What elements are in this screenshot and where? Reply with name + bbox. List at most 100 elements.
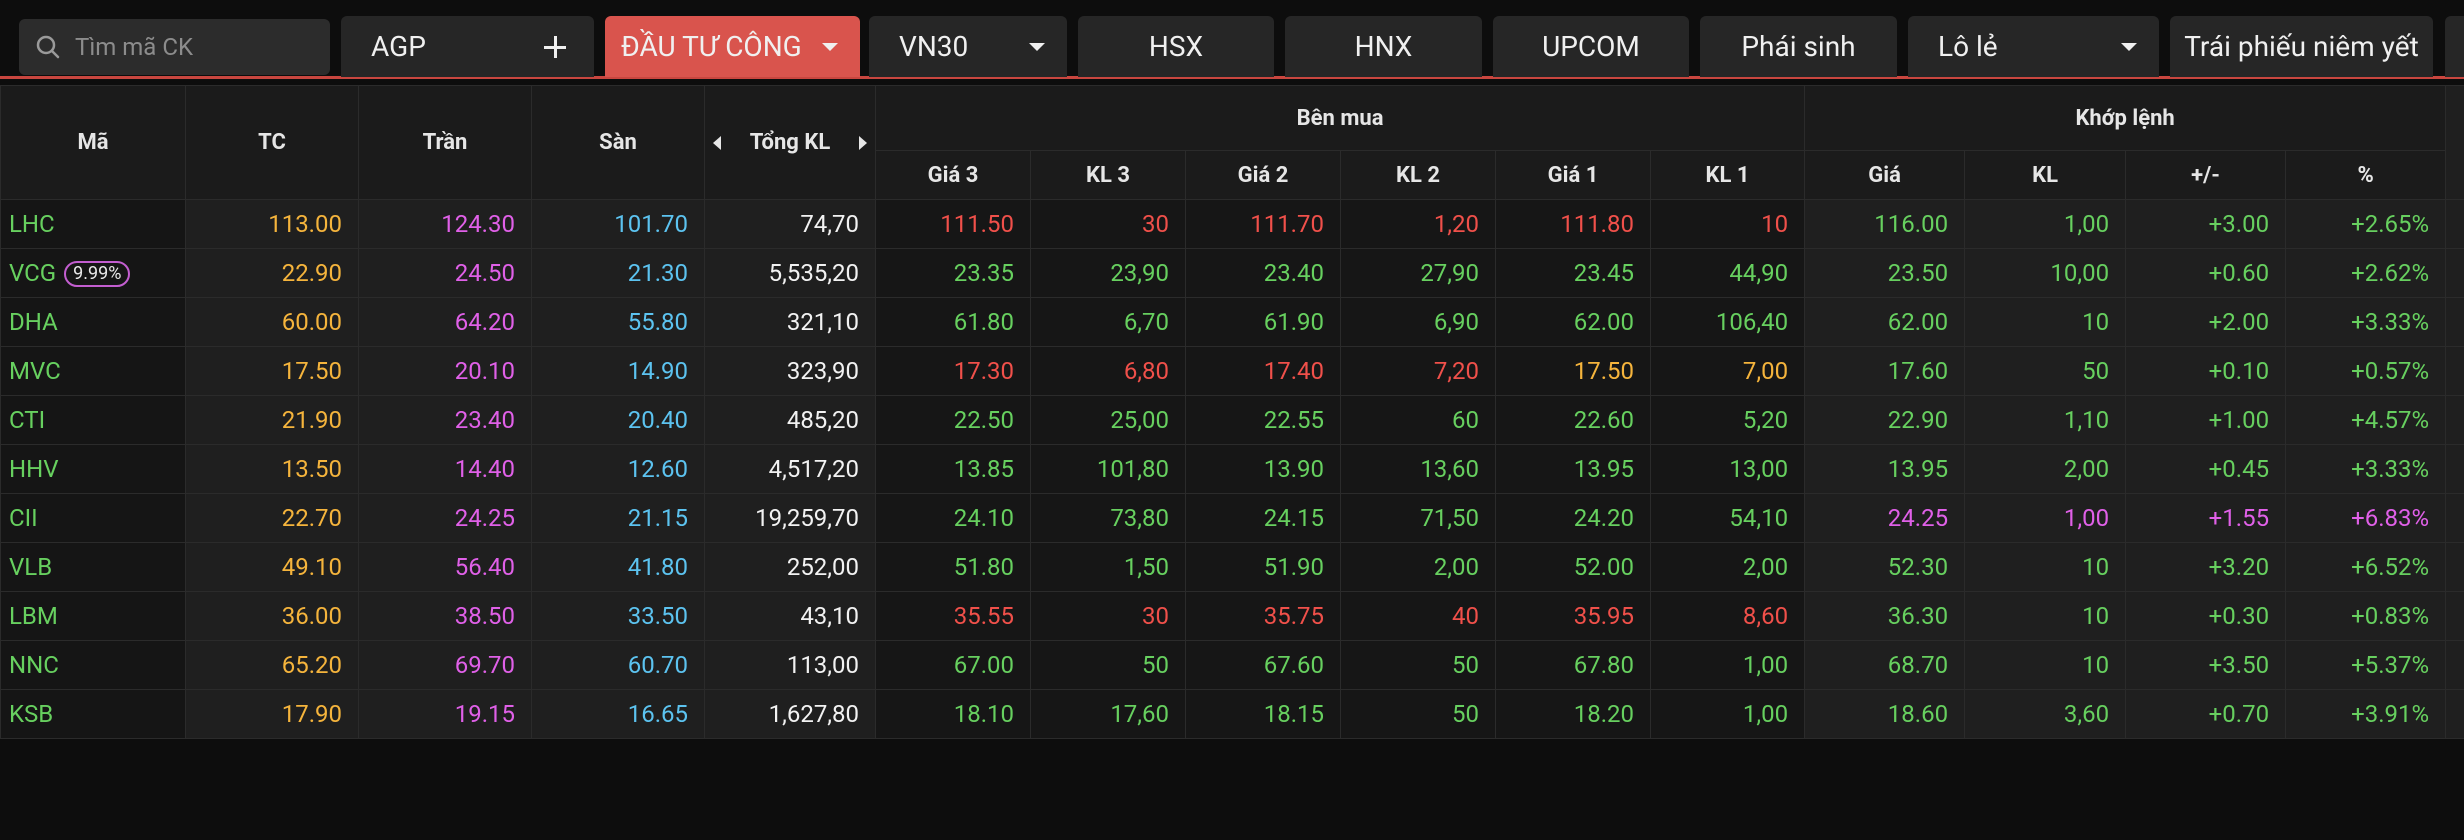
match-change: +1.00 (2125, 395, 2287, 445)
ceiling-price: 56.40 (358, 542, 532, 592)
dropdown-caret[interactable] (1029, 43, 1045, 51)
ref-price: 60.00 (185, 297, 359, 347)
symbol[interactable]: KSB (9, 700, 54, 728)
floor-price: 14.90 (531, 346, 705, 396)
match-volume: 10 (1964, 297, 2127, 347)
tab[interactable]: VN30 (869, 16, 1067, 77)
table-header: Mã TC Trần Sàn Tổng KL Bên mua Khớp lệnh… (0, 85, 2464, 200)
header-text: Tổng KL (749, 130, 831, 155)
table-row[interactable]: KSB 17.90 19.15 16.65 1,627,80 18.10 17,60 18.1… (0, 689, 2464, 739)
table-row[interactable]: DHA 60.00 64.20 55.80 321,10 61.80 6,70 61.90 6,… (0, 297, 2464, 347)
tab[interactable]: Trái phiếu niêm yết (2170, 16, 2433, 77)
match-price: 23.50 (1804, 248, 1966, 298)
symbol[interactable]: CTI (9, 406, 46, 434)
bid-volume: 6,80 (1030, 346, 1186, 396)
floor-price: 41.80 (531, 542, 705, 592)
tab-label: ĐẦU TƯ CÔNG (621, 30, 802, 63)
table-body: LHC 113.00 124.30 101.70 74,70 111.50 30 111.70… (0, 199, 2464, 739)
scroll-right-arrow[interactable] (859, 135, 867, 150)
symbol[interactable]: VLB (9, 553, 53, 581)
floor-price: 20.40 (531, 395, 705, 445)
bid-price: 67.00 (875, 640, 1031, 690)
tab[interactable] (2445, 16, 2464, 77)
table-row[interactable]: VCG 9.99% 22.90 24.50 21.30 5,535,20 23.35 23,9… (0, 248, 2464, 298)
tab[interactable]: ĐẦU TƯ CÔNG (605, 16, 860, 77)
scroll-left-arrow[interactable] (713, 135, 721, 150)
table-row[interactable]: CII 22.70 24.25 21.15 19,259,70 24.10 73,80 24.… (0, 493, 2464, 543)
tab[interactable]: HSX (1078, 16, 1274, 77)
bid-price: 51.90 (1185, 542, 1341, 592)
table-row[interactable]: HHV 13.50 14.40 12.60 4,517,20 13.85 101,80 13.… (0, 444, 2464, 494)
symbol[interactable]: VCG (9, 258, 57, 287)
tab-label: UPCOM (1542, 30, 1640, 63)
table-row[interactable]: VLB 49.10 56.40 41.80 252,00 51.80 1,50 51.90 2,… (0, 542, 2464, 592)
bid-price: 51.80 (875, 542, 1031, 592)
tab-label: HNX (1354, 30, 1413, 63)
bid-volume: 44,90 (1649, 248, 1806, 298)
floor-price: 21.30 (531, 248, 705, 298)
match-volume: 10 (1964, 542, 2127, 592)
symbol-cell: HHV (0, 444, 186, 494)
table-row[interactable]: CTI 21.90 23.40 20.40 485,20 22.50 25,00 22.55 6… (0, 395, 2464, 445)
symbol[interactable]: DHA (9, 308, 58, 336)
tab[interactable]: Phái sinh (1700, 16, 1897, 77)
match-volume: 10 (1964, 640, 2127, 690)
symbol[interactable]: LHC (9, 210, 55, 238)
match-percent: +0.83% (2285, 591, 2447, 641)
table-row[interactable]: LHC 113.00 124.30 101.70 74,70 111.50 30 111.70… (0, 199, 2464, 249)
header-cell: Giá 1 (1495, 150, 1651, 200)
search-placeholder: Tìm mã CK (75, 33, 193, 61)
header-cell: Giá 2 (1185, 150, 1341, 200)
symbol[interactable]: HHV (9, 455, 59, 483)
bid-price: 22.50 (875, 395, 1031, 445)
table-row[interactable]: LBM 36.00 38.50 33.50 43,10 35.55 30 35.75 40 35.… (0, 591, 2464, 641)
match-volume: 1,00 (1964, 493, 2127, 543)
bid-price: 61.90 (1185, 297, 1341, 347)
dropdown-caret[interactable] (822, 43, 838, 51)
ref-price: 49.10 (185, 542, 359, 592)
symbol[interactable]: CII (9, 504, 38, 532)
tab-label: Phái sinh (1741, 30, 1856, 63)
ceiling-price: 24.50 (358, 248, 532, 298)
add-icon[interactable] (544, 36, 566, 58)
bid-volume: 25,00 (1030, 395, 1186, 445)
bid-price: 18.20 (1495, 689, 1651, 739)
match-percent: +2.65% (2285, 199, 2447, 249)
bid-price: 13.90 (1185, 444, 1341, 494)
bid-volume: 2,00 (1340, 542, 1496, 592)
ref-price: 21.90 (185, 395, 359, 445)
tab[interactable]: UPCOM (1493, 16, 1689, 77)
bid-price: 22.55 (1185, 395, 1341, 445)
match-change: +0.30 (2125, 591, 2287, 641)
edge-cell (2445, 689, 2464, 739)
search-icon (36, 35, 60, 59)
watchlist-tab[interactable]: AGP (341, 16, 594, 77)
group-header: Khớp lệnh (1804, 85, 2447, 151)
bid-price: 17.40 (1185, 346, 1341, 396)
total-volume: 5,535,20 (704, 248, 876, 298)
bid-volume: 5,20 (1649, 395, 1806, 445)
table-row[interactable]: NNC 65.20 69.70 60.70 113,00 67.00 50 67.60 50 67… (0, 640, 2464, 690)
symbol-cell: VLB (0, 542, 186, 592)
bid-price: 67.60 (1185, 640, 1341, 690)
total-volume: 74,70 (704, 199, 876, 249)
table-row[interactable]: MVC 17.50 20.10 14.90 323,90 17.30 6,80 17.40 7,… (0, 346, 2464, 396)
symbol-cell: LBM (0, 591, 186, 641)
symbol-cell: NNC (0, 640, 186, 690)
symbol[interactable]: LBM (9, 602, 58, 630)
bid-price: 35.95 (1495, 591, 1651, 641)
search-box[interactable]: Tìm mã CK (19, 19, 330, 75)
tab[interactable]: HNX (1285, 16, 1482, 77)
bid-volume: 40 (1340, 591, 1496, 641)
bid-price: 35.75 (1185, 591, 1341, 641)
header-cell: Trần (358, 85, 532, 200)
symbol[interactable]: NNC (9, 651, 59, 679)
bid-volume: 60 (1340, 395, 1496, 445)
dropdown-caret[interactable] (2121, 43, 2137, 51)
tab[interactable]: Lô lẻ (1908, 16, 2159, 77)
symbol[interactable]: MVC (9, 357, 61, 385)
edge-cell (2445, 591, 2464, 641)
ceiling-price: 24.25 (358, 493, 532, 543)
bid-price: 22.60 (1495, 395, 1651, 445)
